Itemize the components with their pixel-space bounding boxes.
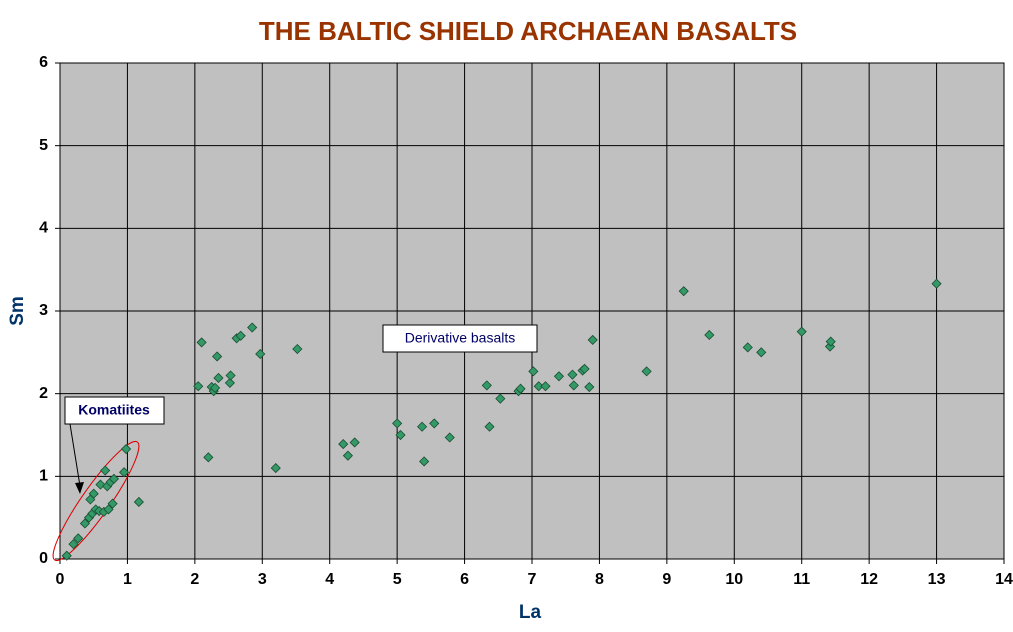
point xyxy=(193,381,204,392)
point xyxy=(79,518,91,529)
x-tick-label: 0 xyxy=(56,571,65,588)
point xyxy=(584,381,595,393)
point xyxy=(203,452,214,463)
point xyxy=(429,418,440,429)
point xyxy=(73,533,84,544)
y-axis-label: Sm xyxy=(7,296,28,326)
annotation-box xyxy=(382,324,538,353)
point xyxy=(255,348,266,360)
x-tick-label: 2 xyxy=(190,571,199,588)
point xyxy=(444,432,455,443)
point xyxy=(825,336,836,347)
point xyxy=(533,381,544,392)
point xyxy=(587,334,598,345)
y-tick-label: 5 xyxy=(39,137,48,154)
point xyxy=(196,337,207,348)
annotation: Derivative basalts xyxy=(405,330,516,346)
point xyxy=(210,382,221,393)
point xyxy=(118,467,130,478)
y-tick-label: 1 xyxy=(39,468,48,485)
point xyxy=(212,351,223,362)
point xyxy=(931,278,942,289)
x-tick-label: 5 xyxy=(393,571,402,588)
point xyxy=(528,366,539,377)
point xyxy=(225,370,236,381)
x-tick-label: 12 xyxy=(860,571,878,588)
points xyxy=(61,278,942,561)
y-tick-label: 4 xyxy=(39,220,48,237)
x-axis-label: La xyxy=(519,602,542,623)
arrow-line xyxy=(69,423,81,487)
y-tick-label: 6 xyxy=(39,54,48,71)
point xyxy=(292,343,303,355)
point xyxy=(213,372,224,384)
point xyxy=(392,418,403,429)
arrow-head xyxy=(75,482,84,494)
point xyxy=(270,463,281,474)
x-tick-label: 8 xyxy=(595,571,604,588)
point xyxy=(742,342,753,353)
x-tick-label: 13 xyxy=(928,571,946,588)
point xyxy=(107,498,118,509)
point xyxy=(756,347,767,358)
point xyxy=(338,439,349,450)
point xyxy=(495,393,506,404)
point xyxy=(704,329,715,341)
point xyxy=(68,539,79,550)
point xyxy=(481,380,492,391)
x-tick-label: 10 xyxy=(725,571,743,588)
point xyxy=(342,450,353,461)
point xyxy=(247,322,258,333)
point xyxy=(133,496,144,508)
point xyxy=(579,363,590,374)
point xyxy=(568,380,579,391)
point xyxy=(108,473,120,484)
annotation: Komatiites xyxy=(78,402,150,418)
point xyxy=(100,465,111,476)
point xyxy=(224,377,235,388)
x-tick-label: 4 xyxy=(325,571,334,588)
point xyxy=(95,479,106,490)
point xyxy=(349,437,360,448)
point xyxy=(641,366,652,377)
x-tick-label: 9 xyxy=(662,571,671,588)
x-tick-label: 14 xyxy=(995,571,1013,588)
y-tick-label: 2 xyxy=(39,385,48,402)
point xyxy=(103,504,114,515)
y-tick-label: 3 xyxy=(39,302,48,319)
x-tick-label: 1 xyxy=(123,571,132,588)
annotation-box xyxy=(64,396,165,425)
point xyxy=(395,429,406,441)
point xyxy=(567,369,578,380)
point xyxy=(419,456,430,467)
point xyxy=(515,383,526,394)
point xyxy=(540,381,551,392)
x-tick-label: 3 xyxy=(258,571,267,588)
point xyxy=(678,286,689,297)
chart-title: THE BALTIC SHIELD ARCHAEAN BASALTS xyxy=(259,16,797,46)
x-tick-label: 6 xyxy=(460,571,469,588)
point xyxy=(88,488,99,499)
point xyxy=(553,371,565,382)
point xyxy=(61,550,72,561)
x-tick-label: 11 xyxy=(793,571,810,588)
point xyxy=(417,421,428,432)
y-tick-label: 0 xyxy=(39,550,48,567)
point xyxy=(796,326,807,337)
x-tick-label: 7 xyxy=(528,571,537,588)
point xyxy=(235,330,246,341)
point xyxy=(121,443,132,455)
point xyxy=(484,421,495,432)
